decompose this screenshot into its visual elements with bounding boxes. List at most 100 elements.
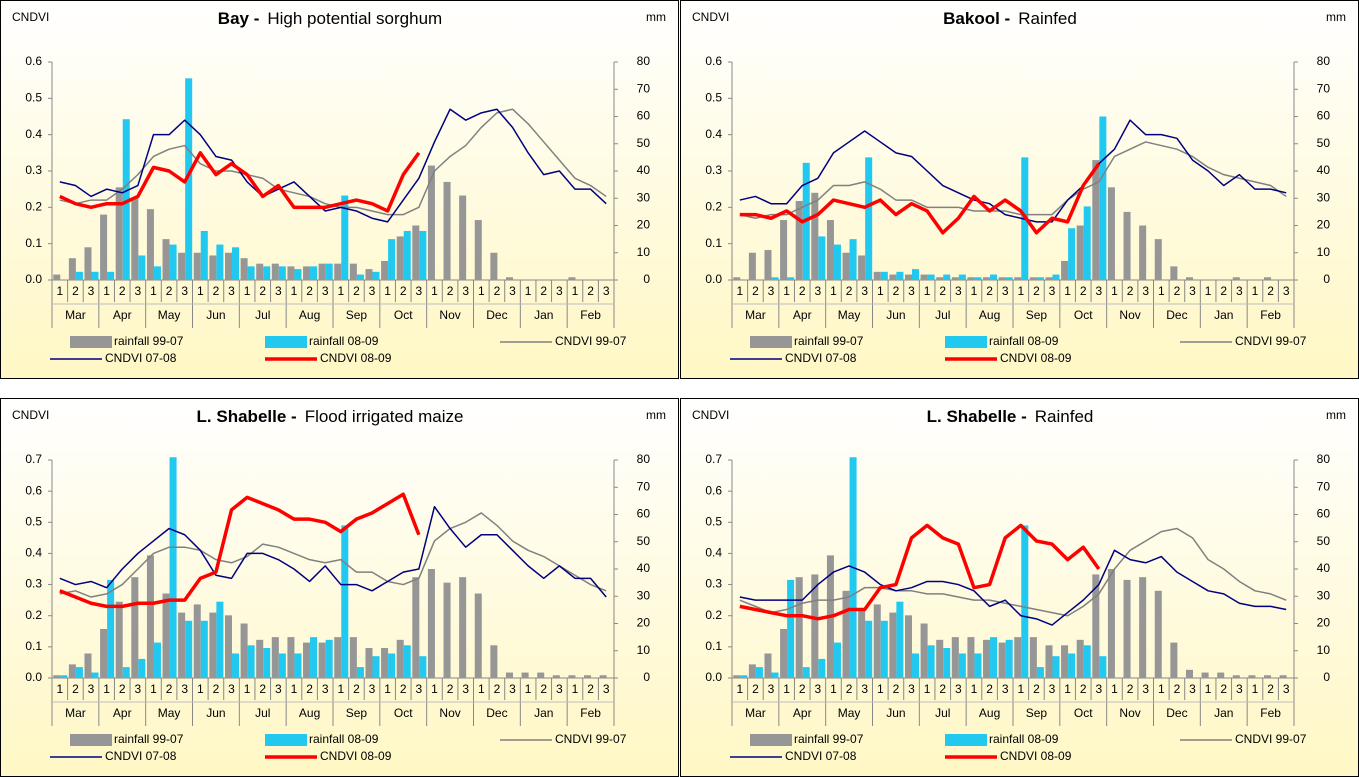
rain-bar [185, 78, 193, 280]
month-label: Jan [534, 308, 553, 322]
x-tick-label: 3 [1189, 682, 1196, 696]
cndvi-line [739, 549, 1287, 626]
x-tick-label: 2 [587, 682, 594, 696]
x-tick-label: 3 [462, 682, 469, 696]
x-tick-label: 1 [1017, 682, 1024, 696]
y2-axis-label: mm [646, 10, 666, 24]
legend-swatch [750, 734, 792, 746]
rain-bar [537, 672, 545, 678]
month-label: Sep [346, 706, 368, 720]
y-tick-label: 0.3 [705, 163, 722, 177]
month-label: Aug [979, 706, 1000, 720]
x-tick-label: 2 [447, 682, 454, 696]
rain-bar [443, 181, 451, 280]
rain-bar [122, 119, 130, 280]
rain-bar [983, 277, 991, 280]
rain-bar [256, 639, 264, 678]
x-tick-label: 2 [166, 284, 173, 298]
rain-bar [271, 263, 279, 280]
rain-bar [318, 642, 326, 678]
rain-bar [60, 675, 68, 678]
x-tick-label: 1 [197, 284, 204, 298]
x-tick-label: 2 [1080, 682, 1087, 696]
rain-bar [873, 604, 881, 678]
rain-bar [1123, 211, 1131, 280]
y2-tick-label: 40 [1317, 163, 1331, 177]
y2-tick-label: 10 [637, 643, 651, 657]
x-tick-label: 3 [416, 682, 423, 696]
x-tick-label: 3 [1189, 284, 1196, 298]
chart-panel: CNDVI mm L. Shabelle - Flood irrigated maiz… [0, 398, 679, 777]
rain-bar [1029, 277, 1037, 280]
x-tick-label: 3 [955, 682, 962, 696]
y-tick-label: 0.6 [25, 483, 42, 497]
y-tick-label: 0.2 [25, 200, 42, 214]
x-tick-label: 1 [830, 682, 837, 696]
rain-bar [1083, 206, 1091, 280]
rain-bar [193, 604, 201, 678]
month-label: Dec [1166, 706, 1187, 720]
rain-bar [193, 252, 201, 280]
rain-bar [231, 653, 240, 678]
y2-tick-label: 10 [1317, 245, 1331, 259]
rain-bar [459, 577, 467, 678]
x-tick-label: 3 [88, 284, 95, 298]
month-label: Mar [745, 706, 766, 720]
rain-bar [1217, 672, 1225, 678]
panel-background [0, 0, 679, 379]
rain-bar [818, 658, 826, 678]
x-tick-label: 1 [103, 284, 110, 298]
x-tick-label: 1 [877, 682, 884, 696]
y-tick-label: 0.1 [705, 236, 722, 250]
x-tick-label: 1 [877, 284, 884, 298]
rain-bar [278, 653, 286, 678]
rain-bar [427, 569, 435, 678]
month-label: Sep [1026, 706, 1048, 720]
y-tick-label: 0.0 [25, 272, 42, 286]
rain-bar [459, 195, 467, 280]
x-tick-label: 2 [400, 284, 407, 298]
rain-bar [388, 239, 396, 280]
legend-label: CNDVI 08-09 [1000, 749, 1072, 763]
chart-panel: CNDVI mm Bakool - Rainfed 0.0 0.1 0.2 0.3 0.4 0.5… [680, 0, 1359, 379]
y2-tick-label: 50 [1317, 534, 1331, 548]
rain-bar [294, 269, 302, 280]
rain-bar [294, 653, 302, 678]
x-tick-label: 3 [462, 284, 469, 298]
rain-bar [787, 277, 795, 280]
month-label: Feb [580, 308, 601, 322]
x-tick-label: 3 [1236, 682, 1243, 696]
rain-bar [865, 620, 873, 678]
rain-bar [865, 157, 873, 280]
x-tick-label: 2 [494, 284, 501, 298]
y-axis-label: CNDVI [692, 408, 729, 422]
x-tick-label: 3 [135, 284, 142, 298]
x-tick-label: 1 [150, 682, 157, 696]
rain-bar [858, 255, 866, 280]
y2-tick-label: 60 [1317, 507, 1331, 521]
x-tick-label: 1 [1064, 284, 1071, 298]
x-tick-label: 1 [431, 682, 438, 696]
x-tick-label: 1 [56, 284, 63, 298]
rain-bar [138, 255, 146, 280]
x-tick-label: 3 [1283, 682, 1290, 696]
month-label: Mar [65, 308, 86, 322]
rain-bar [552, 675, 560, 678]
rain-bar [209, 612, 217, 678]
x-tick-label: 1 [971, 284, 978, 298]
rain-bar [381, 260, 389, 280]
rain-bar [748, 252, 756, 280]
y-tick-label: 0.1 [25, 639, 42, 653]
month-label: Feb [580, 706, 601, 720]
x-tick-label: 2 [893, 682, 900, 696]
chart-panel: CNDVI mm L. Shabelle - Rainfed 0.0 0.1 0.2 0.3 0… [680, 398, 1359, 777]
rain-bar [584, 675, 592, 678]
rain-bar [927, 645, 935, 678]
rain-bar [381, 648, 389, 678]
y-tick-label: 0.7 [25, 452, 42, 466]
rain-bar [802, 667, 810, 678]
rain-bar [240, 623, 248, 678]
x-tick-label: 2 [846, 682, 853, 696]
month-label: May [838, 308, 861, 322]
y-tick-label: 0.6 [25, 54, 42, 68]
